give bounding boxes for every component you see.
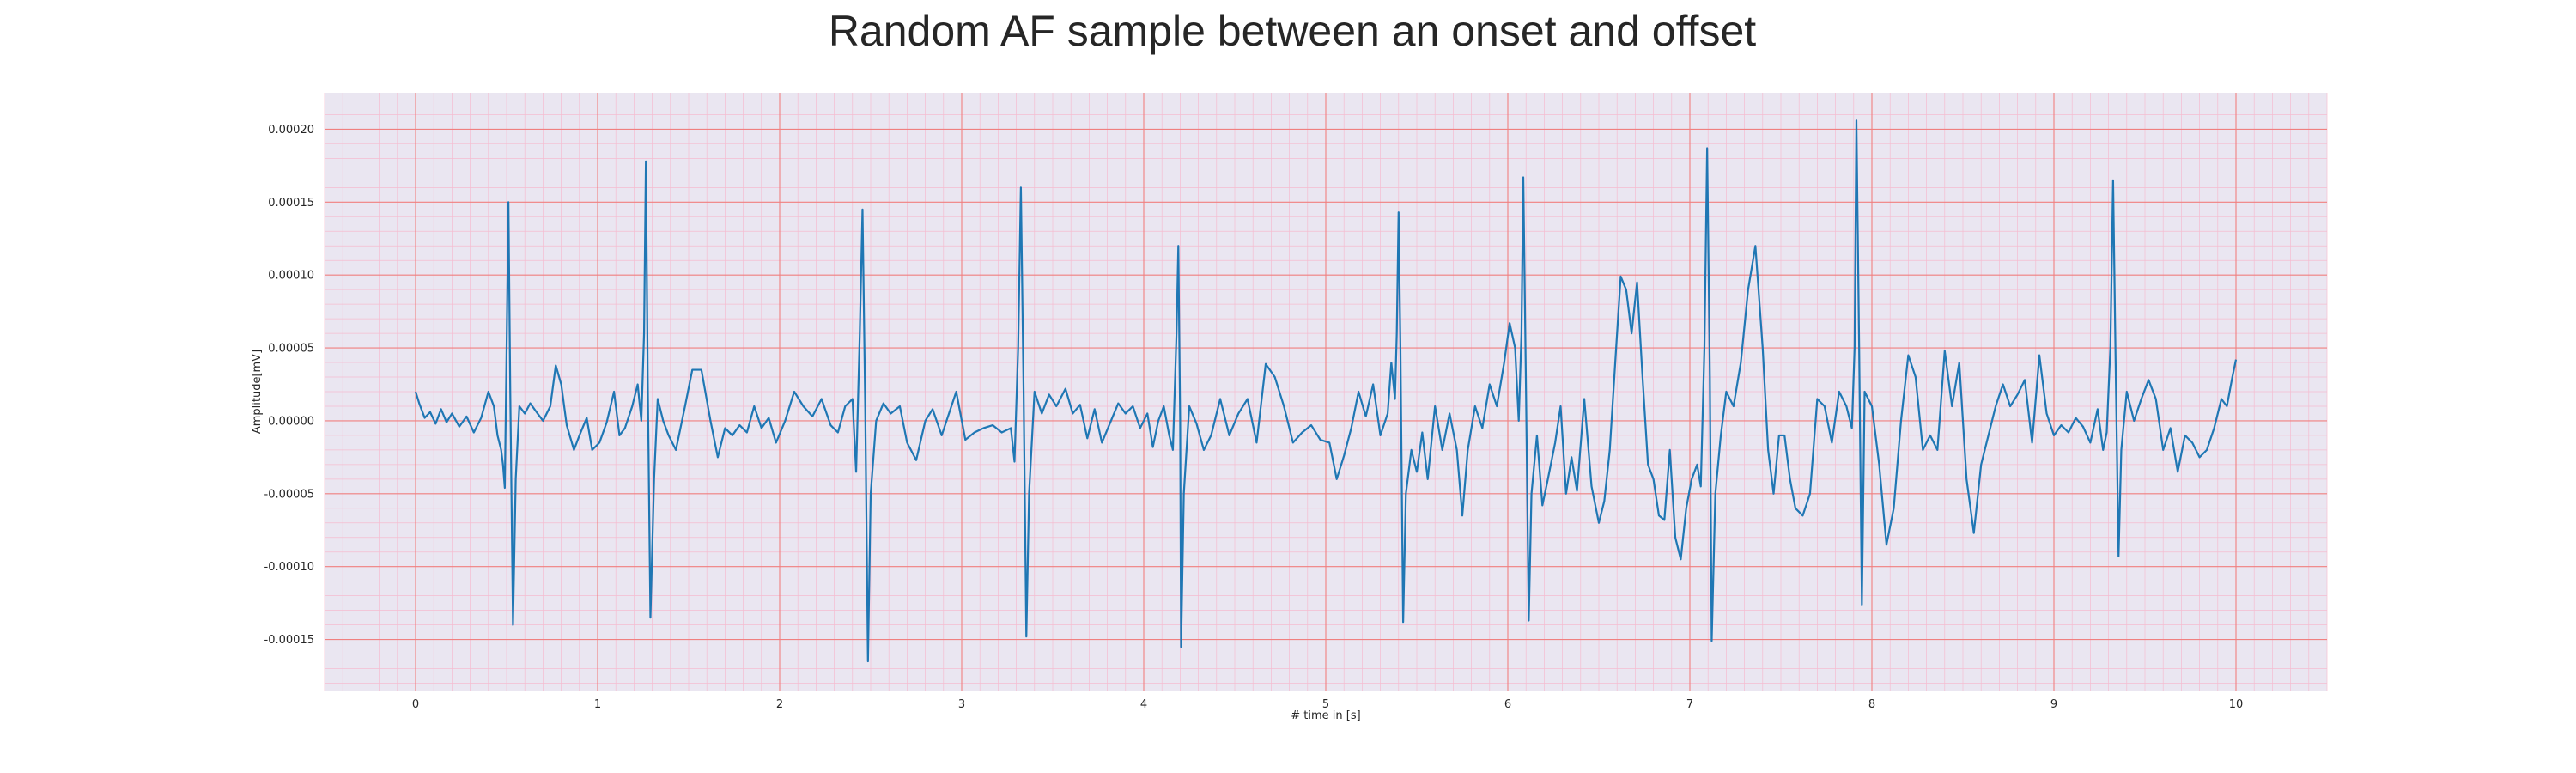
x-axis-label: # time in [s]	[1291, 709, 1360, 722]
y-tick-label: 0.00010	[268, 270, 314, 283]
signal-line	[414, 119, 2238, 663]
y-tick-labels: -0.00015 -0.00010 -0.00005 0.00000 0.00005 0.…	[264, 124, 314, 647]
major-grid	[325, 93, 2327, 691]
y-tick-label: 0.00020	[268, 124, 314, 137]
x-tick-label: 9	[2050, 698, 2057, 711]
x-tick-label: 5	[1322, 698, 1329, 711]
x-tick-label: 3	[958, 698, 965, 711]
x-tick-label: 7	[1686, 698, 1693, 711]
x-tick-label: 1	[594, 698, 601, 711]
x-tick-labels: 0 1 2 3 4 5 6 7 8 9 10	[412, 698, 2243, 711]
chart-title: Random AF sample between an onset and of…	[829, 7, 1756, 55]
y-tick-label: -0.00015	[264, 634, 314, 647]
x-tick-label: 10	[2229, 698, 2244, 711]
y-tick-label: 0.00000	[268, 415, 314, 428]
x-tick-label: 2	[776, 698, 783, 711]
x-tick-label: 6	[1504, 698, 1511, 711]
x-tick-label: 4	[1140, 698, 1147, 711]
x-tick-label: 8	[1868, 698, 1875, 711]
x-tick-label: 0	[412, 698, 419, 711]
y-axis-label: Amplitude[mV]	[251, 350, 264, 434]
y-tick-label: -0.00010	[264, 561, 314, 574]
y-tick-label: -0.00005	[264, 488, 314, 501]
y-tick-label: 0.00015	[268, 197, 314, 210]
y-tick-label: 0.00005	[268, 343, 314, 356]
